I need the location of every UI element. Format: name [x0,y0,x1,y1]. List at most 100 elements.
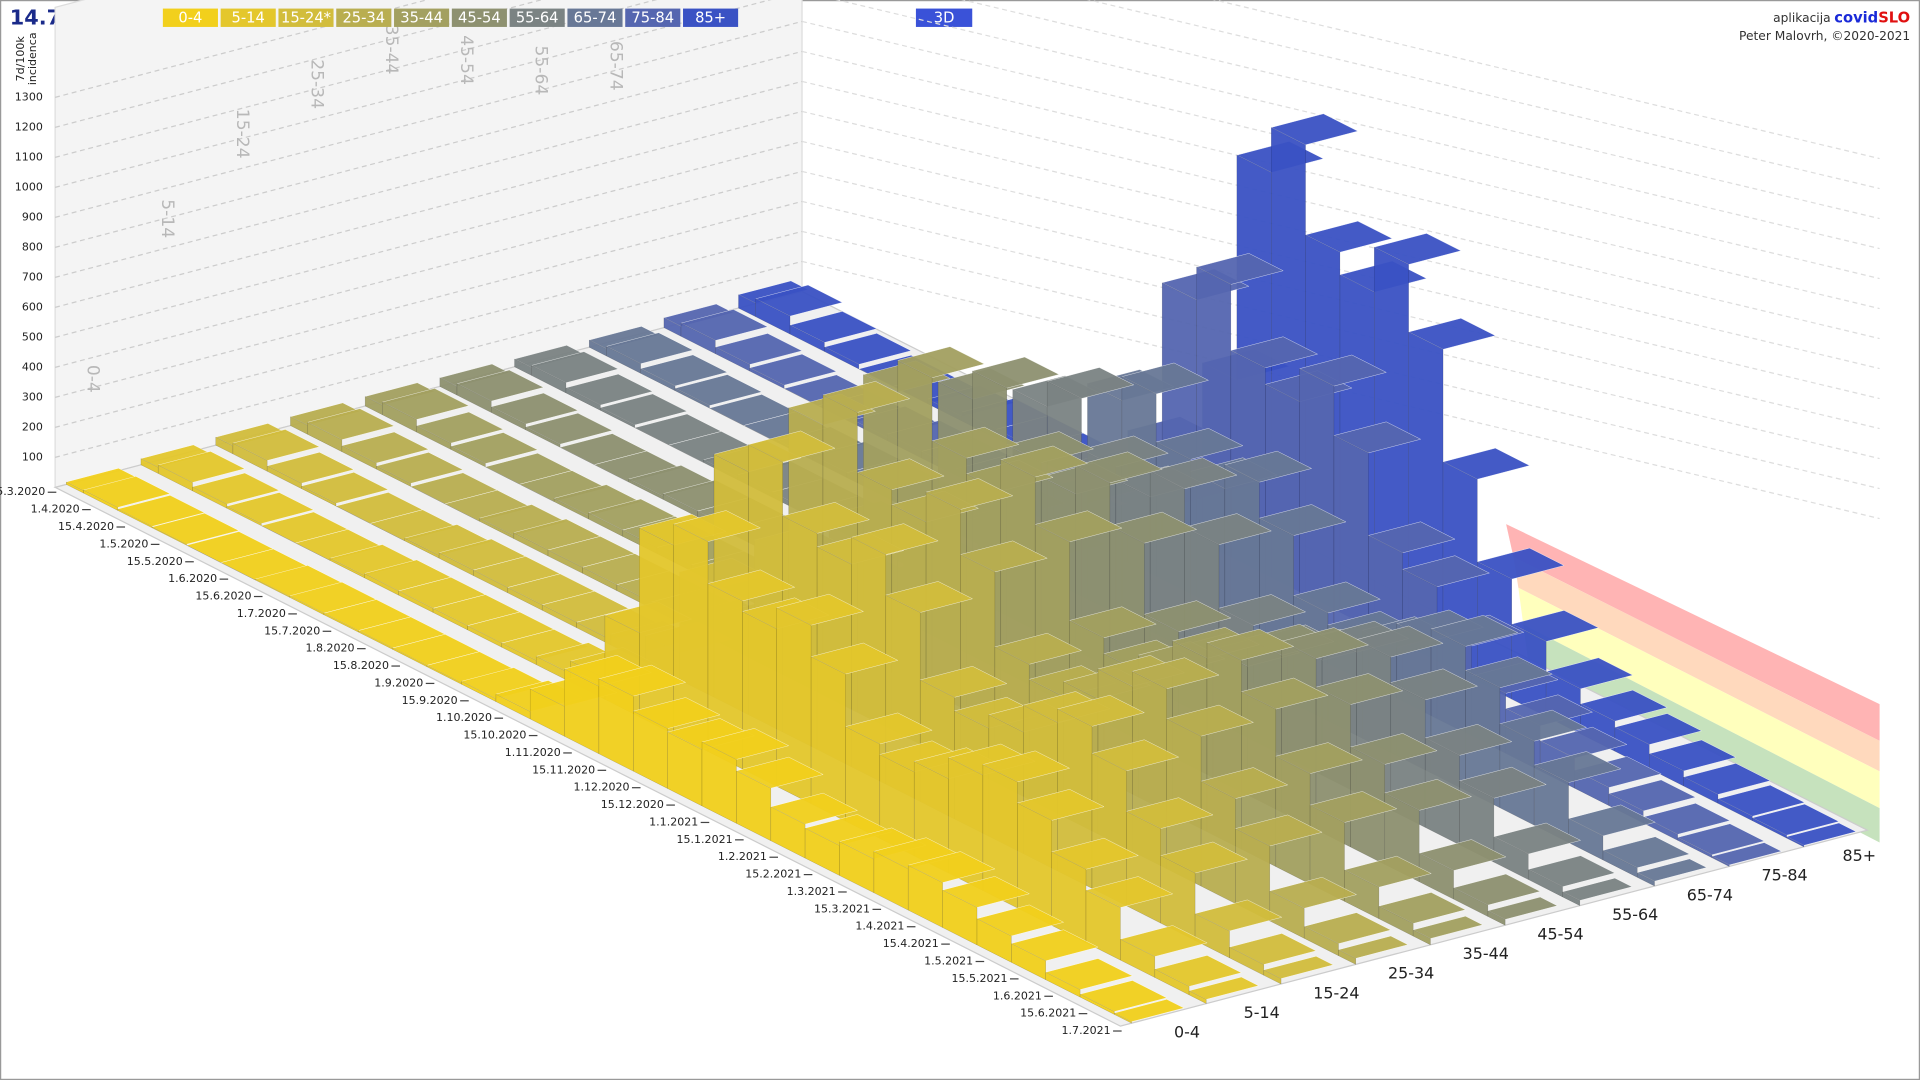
y-tick-label: 800 [22,240,43,253]
ridge-top [897,346,985,378]
ridge-face [1717,798,1753,822]
legend-swatch [336,8,392,27]
ridge-face [1378,905,1414,937]
ridge-face [674,387,710,409]
ridge-face [742,611,777,787]
ridge-top [971,356,1060,389]
date-label: 1.9.2020 [374,676,423,689]
ridge-top [1143,600,1232,632]
ridge-face [266,465,302,490]
ridge-top [1045,958,1133,990]
band-orange [1513,557,1880,772]
ridge-face [1154,968,1190,996]
ridge-top [1034,510,1123,543]
date-label: 1.4.2021 [855,920,904,933]
ridge-face [982,764,1018,909]
ridge-face [1303,925,1339,957]
series-ridge [65,468,1185,1024]
ridge-face [565,387,601,411]
ridge-face [680,322,716,355]
ridge-face [307,421,343,453]
mode-button[interactable]: 3D [915,8,973,27]
ridge-top [599,393,688,426]
ridge-face [1344,869,1380,920]
grid-line [801,170,1880,430]
ridge-face [715,346,750,372]
ridge-face [1200,780,1236,904]
ridge-face [1683,776,1719,804]
ridge-face [1120,938,1156,978]
ridge-face [1338,949,1356,965]
grid-line [801,230,1880,490]
ridge-face [600,407,636,429]
ridge-top [1355,625,1444,658]
wall-label: 65-74 [605,41,625,91]
y-tick-label: 600 [22,300,43,313]
ridge-top [1188,976,1260,1000]
ridge-top [1196,253,1284,285]
ridge-top [919,666,1008,698]
mode-button-label[interactable]: 3D [934,9,955,26]
age-label: 5-14 [1244,1003,1280,1022]
date-label: 1.1.2021 [649,815,698,828]
ridge-face [776,607,812,805]
ridge-face [640,368,676,392]
ridge-top [755,284,843,317]
ridge-face [1194,913,1230,959]
brand: covidSLO [1834,9,1910,26]
date-label: 15.4.2020 [58,520,114,533]
ridge-top [1218,594,1307,626]
ridge-face [1412,929,1431,946]
ridge-top [885,581,974,613]
ridge-face [531,364,567,394]
legend-label: 15-24* [281,9,331,26]
legend-label: 35-44 [400,9,443,26]
date-label: 1.7.2021 [1062,1024,1111,1037]
age-label: 0-4 [1174,1022,1200,1041]
date-label: 1.6.2021 [993,989,1042,1002]
ridge-face [456,383,492,413]
legend-swatch [567,8,623,27]
ridge-top [1121,362,1209,395]
grid-line [54,140,803,338]
ridge-top [1155,428,1244,460]
ridge-face [1011,943,1046,981]
legend-swatch [625,8,681,27]
ridge-top [1125,797,1214,829]
ridge-top [707,569,796,602]
ridge-face [157,464,193,492]
date-label: 15.11.2020 [532,763,595,776]
grid-line [801,110,1880,370]
grid-line [54,200,803,398]
ridge-face [341,445,377,470]
ridge-top [1337,935,1409,959]
ridge-face [1677,837,1713,859]
ridge-top [605,332,694,364]
grid-line [835,0,1880,250]
ridge-top [1085,876,1174,908]
ridge-top [782,502,870,534]
legend-label: 45-54 [458,9,501,26]
date-label: 15.5.2021 [951,972,1007,985]
date-label: 1.11.2020 [505,746,561,759]
y-tick-label: 200 [22,420,43,433]
ridge-top [640,354,728,387]
y-tick-label: 1300 [15,90,43,103]
grid-line [801,80,1880,340]
ridge-face [525,426,561,448]
date-label: 1.12.2020 [573,781,629,794]
age-label: 85+ [1842,846,1876,865]
ridge-face [450,445,486,468]
grid-line [54,0,429,98]
ridge-face [1045,971,1081,998]
ridge-face [1263,969,1282,985]
grid-line [961,0,1880,220]
ridge-top [810,642,899,675]
ridge-face [376,465,411,487]
age-label: 55-64 [1612,905,1658,924]
ridge-face [598,678,634,772]
ridge-face [416,425,452,450]
grid-line [801,50,1880,310]
y-tick-label: 1200 [15,120,43,133]
